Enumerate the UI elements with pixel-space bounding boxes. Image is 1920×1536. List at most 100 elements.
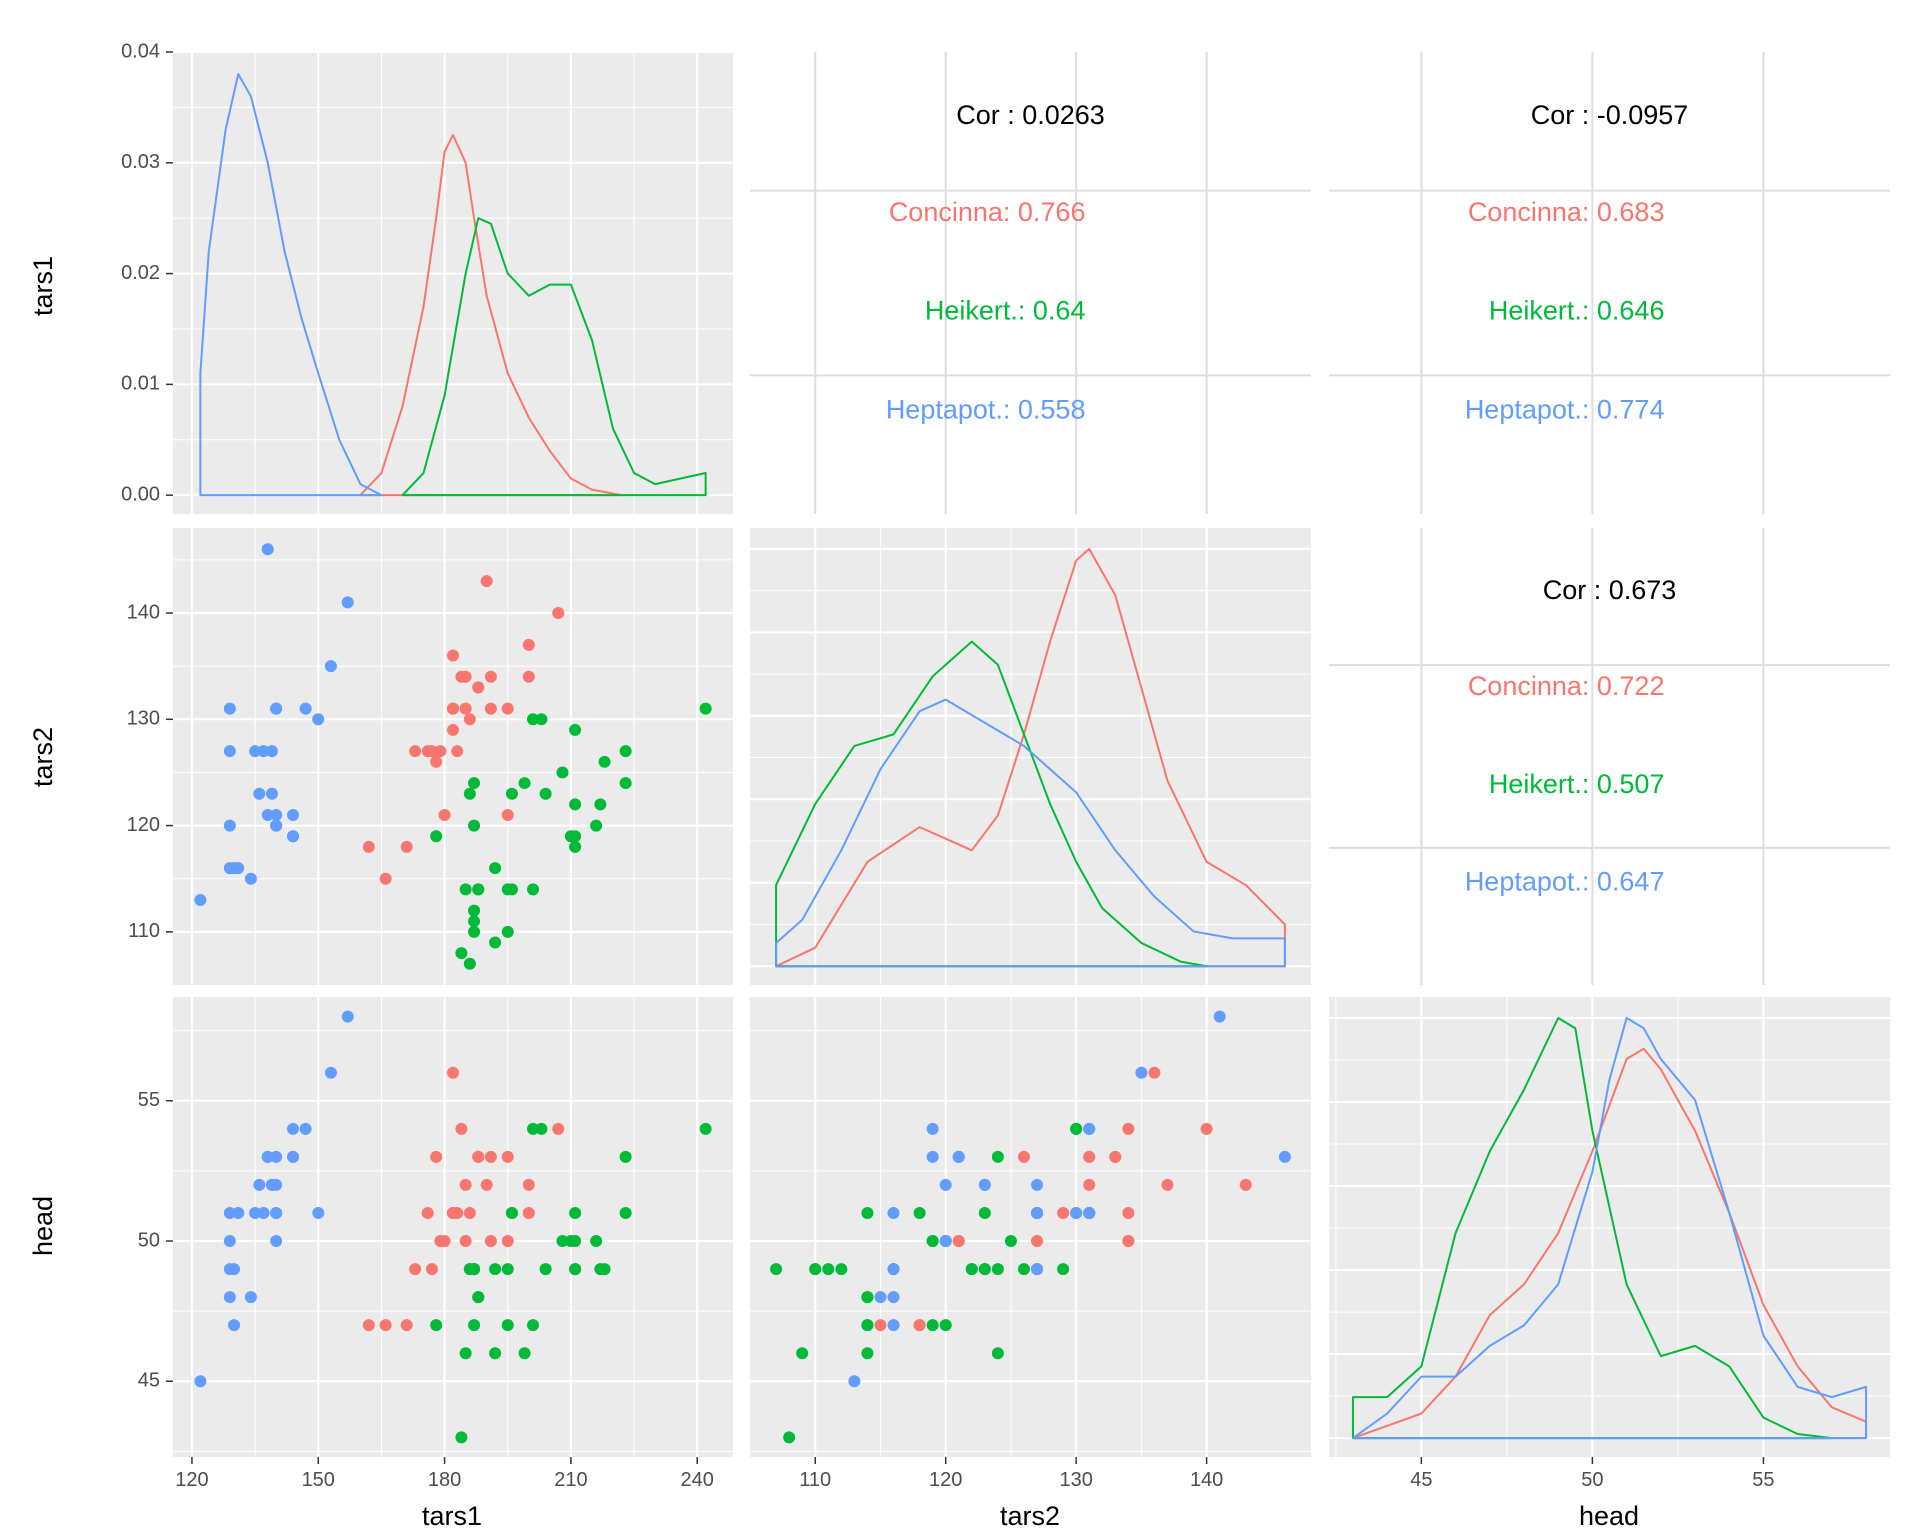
point-concinna — [379, 1319, 392, 1332]
point-heikert — [598, 755, 611, 768]
x-tick-tars1: 180 — [428, 1469, 461, 1491]
point-heptapot — [223, 1206, 236, 1219]
point-concinna — [1122, 1122, 1135, 1135]
point-heikert — [459, 1347, 472, 1360]
point-heptapot — [223, 745, 236, 758]
panel-background — [750, 997, 1311, 1457]
x-tick-tars1: 210 — [554, 1469, 587, 1491]
point-concinna — [1057, 1206, 1070, 1219]
point-heikert — [459, 883, 472, 896]
point-concinna — [1031, 1235, 1044, 1248]
point-concinna — [1083, 1150, 1096, 1163]
point-heikert — [468, 819, 481, 832]
point-concinna — [438, 1235, 451, 1248]
x-title-tars1: tars1 — [422, 1501, 482, 1531]
point-concinna — [501, 702, 514, 715]
point-heptapot — [265, 745, 278, 758]
point-heptapot — [939, 1235, 952, 1248]
x-title-head: head — [1579, 1501, 1639, 1531]
y-tick-tars2: 110 — [128, 920, 160, 942]
point-heikert — [468, 1319, 481, 1332]
point-concinna — [430, 1150, 443, 1163]
corr-heikert: Heikert.: 0.507 — [1489, 769, 1665, 799]
corr-heikert: Heikert.: 0.646 — [1489, 296, 1665, 326]
point-heptapot — [270, 808, 283, 821]
y-tick-tars1: 0.04 — [121, 40, 160, 62]
point-heikert — [569, 1263, 582, 1276]
point-heikert — [468, 915, 481, 928]
point-concinna — [552, 607, 565, 620]
point-heptapot — [324, 1066, 337, 1079]
panel-head-tars2 — [750, 997, 1311, 1457]
density-heptapot-tars2 — [775, 698, 1286, 968]
point-concinna — [501, 808, 514, 821]
point-heikert — [468, 925, 481, 938]
point-concinna — [438, 808, 451, 821]
point-heptapot — [228, 1263, 241, 1276]
corr-concinna: Concinna: 0.683 — [1468, 197, 1665, 227]
point-heptapot — [287, 830, 299, 843]
density-concinna-tars2 — [775, 547, 1286, 968]
panel-head-head — [1329, 997, 1890, 1457]
point-heikert — [861, 1206, 874, 1219]
point-heptapot — [312, 1206, 325, 1219]
point-heikert — [1070, 1122, 1083, 1135]
point-heikert — [472, 883, 485, 896]
point-concinna — [430, 755, 443, 768]
point-concinna — [1200, 1122, 1213, 1135]
corr-heikert: Heikert.: 0.64 — [925, 296, 1086, 326]
point-heikert — [455, 947, 468, 960]
point-heptapot — [223, 819, 236, 832]
density-heikert-tars2 — [775, 640, 1208, 968]
point-heikert — [926, 1319, 939, 1332]
point-heikert — [430, 1319, 443, 1332]
point-heikert — [518, 1347, 531, 1360]
point-heikert — [861, 1291, 874, 1304]
point-concinna — [421, 745, 434, 758]
point-heptapot — [270, 819, 283, 832]
point-heptapot — [265, 787, 278, 800]
point-heptapot — [194, 893, 207, 906]
point-heikert — [569, 840, 582, 853]
point-heikert — [590, 819, 603, 832]
panel-background — [173, 997, 733, 1457]
density-heptapot-tars1 — [199, 73, 383, 497]
panel-background — [173, 52, 733, 514]
point-concinna — [480, 575, 493, 588]
point-concinna — [484, 1235, 497, 1248]
point-heptapot — [939, 1178, 952, 1191]
point-heptapot — [223, 702, 236, 715]
point-concinna — [1239, 1178, 1252, 1191]
point-heikert — [489, 862, 502, 875]
point-concinna — [451, 745, 464, 758]
point-concinna — [874, 1319, 887, 1332]
point-heikert — [796, 1347, 809, 1360]
density-heikert-head — [1351, 1017, 1833, 1440]
point-heikert — [965, 1263, 978, 1276]
point-heptapot — [1135, 1066, 1148, 1079]
point-heptapot — [978, 1178, 991, 1191]
corr-overall: Cor : 0.673 — [1543, 575, 1677, 605]
point-heikert — [556, 766, 569, 779]
point-heikert — [468, 777, 481, 790]
point-heikert — [699, 1122, 712, 1135]
point-concinna — [400, 840, 413, 853]
point-heptapot — [261, 1150, 274, 1163]
point-heikert — [535, 713, 548, 726]
point-concinna — [421, 1206, 434, 1219]
point-concinna — [379, 872, 392, 885]
point-heikert — [463, 1263, 476, 1276]
point-heptapot — [1031, 1178, 1044, 1191]
point-heikert — [505, 1206, 518, 1219]
point-concinna — [447, 1206, 459, 1219]
panel-background — [173, 528, 733, 985]
panel-tars2-tars2 — [750, 528, 1311, 985]
panel-tars2-head: Cor : 0.673 Concinna: 0.722 Heikert.: 0.50… — [1329, 528, 1890, 985]
point-heptapot — [341, 596, 354, 609]
point-heptapot — [244, 872, 257, 885]
point-concinna — [400, 1319, 413, 1332]
point-heptapot — [874, 1291, 887, 1304]
point-heikert — [535, 1122, 548, 1135]
x-tick-head: 45 — [1410, 1469, 1432, 1491]
density-heptapot-head — [1351, 1017, 1868, 1440]
